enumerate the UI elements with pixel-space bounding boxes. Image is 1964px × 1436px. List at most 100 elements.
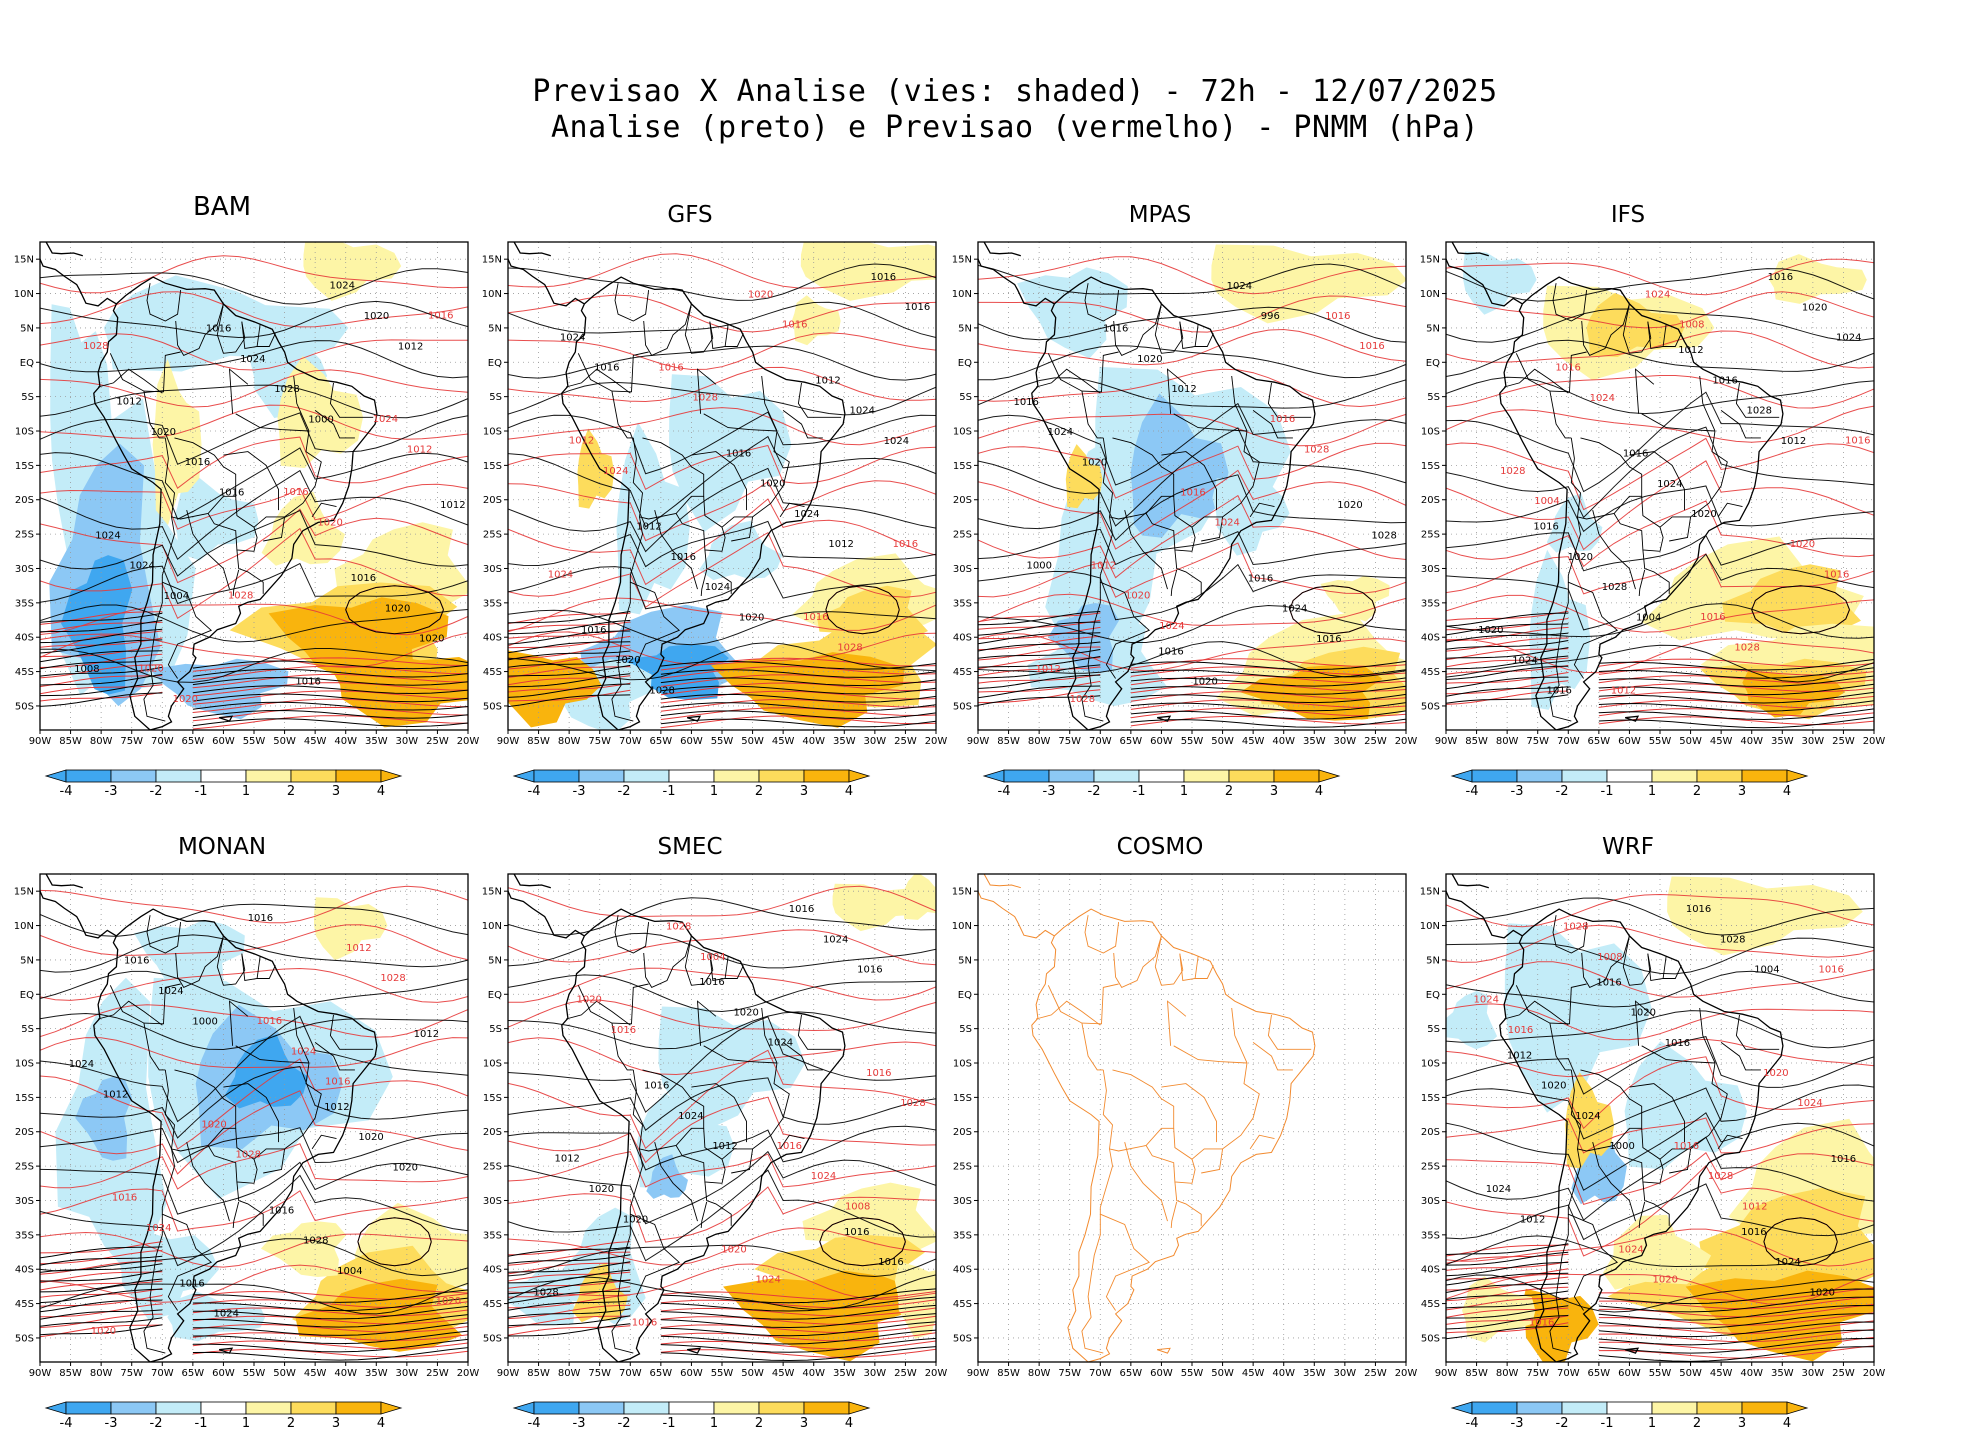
isobar-label-analysis: 1028 bbox=[533, 1287, 558, 1298]
isobar-label-forecast: 1020 bbox=[91, 1326, 116, 1337]
bias-patch-pos2 bbox=[1603, 1214, 1712, 1290]
colorbar-arrow-left bbox=[512, 1401, 535, 1415]
colorbar-label: 2 bbox=[1225, 784, 1233, 799]
lat-tick-label: 30S bbox=[953, 1196, 972, 1207]
lon-tick-label: 25W bbox=[1832, 1368, 1855, 1379]
panel-title-bam: BAM bbox=[192, 192, 252, 222]
isobar-label-analysis: 1024 bbox=[823, 934, 848, 945]
lon-tick-label: 85W bbox=[997, 1368, 1020, 1379]
isobar-label-analysis: 1024 bbox=[95, 530, 120, 541]
isobar-label-forecast: 1020 bbox=[1653, 1275, 1678, 1286]
lat-tick-label: 5N bbox=[488, 323, 502, 334]
lon-tick-label: 40W bbox=[334, 736, 357, 747]
map-monan: 1012 1016 1012 1016 1016 1020 1024 1024 1028 1024… bbox=[14, 873, 479, 1431]
isobar-label-analysis: 1016 bbox=[1741, 1227, 1766, 1238]
isobar-label-forecast: 1024 bbox=[1474, 995, 1499, 1006]
isobar-label-analysis: 1004 bbox=[164, 591, 189, 602]
colorbar-segment bbox=[110, 769, 157, 783]
lon-tick-label: 75W bbox=[588, 1368, 611, 1379]
colorbar-segment bbox=[1003, 769, 1050, 783]
isobar-label-analysis: 1028 bbox=[274, 384, 299, 395]
colorbar-arrow-left bbox=[982, 769, 1005, 783]
bias-patch-neg2 bbox=[1017, 267, 1128, 359]
lat-tick-label: 10N bbox=[1420, 921, 1440, 932]
lon-tick-label: 75W bbox=[1526, 736, 1549, 747]
isobar-label-analysis: 1016 bbox=[219, 487, 244, 498]
isobar-label-analysis: 1020 bbox=[1478, 625, 1503, 636]
colorbar-segment bbox=[1048, 769, 1095, 783]
isobar-label-forecast: 1020 bbox=[1125, 591, 1150, 602]
lat-tick-label: 40S bbox=[15, 633, 34, 644]
isobar-label-analysis: 1020 bbox=[760, 479, 785, 490]
lat-tick-label: 5N bbox=[488, 955, 502, 966]
colorbar-label: 3 bbox=[800, 784, 808, 799]
isobar-label-forecast: 1016 bbox=[1674, 1141, 1699, 1152]
isobar-label-analysis: 1024 bbox=[1512, 655, 1537, 666]
isobar-label-analysis: 1024 bbox=[705, 582, 730, 593]
isobar-label-forecast: 1024 bbox=[1159, 621, 1184, 632]
lon-tick-label: 65W bbox=[1120, 1368, 1143, 1379]
isobar-label-forecast: 1012 bbox=[407, 444, 432, 455]
isobar-label-analysis: 1020 bbox=[589, 1184, 614, 1195]
colorbar-label: 4 bbox=[377, 1416, 385, 1431]
lon-tick-label: 20W bbox=[457, 736, 480, 747]
isobar-label-forecast: 1024 bbox=[1214, 518, 1239, 529]
coastline bbox=[1031, 908, 1316, 1362]
isobar-label-forecast: 1016 bbox=[257, 1016, 282, 1027]
isobar-label-forecast: 1028 bbox=[1304, 444, 1329, 455]
isobar-label-analysis: 1024 bbox=[1575, 1111, 1600, 1122]
isobar-label-forecast: 1016 bbox=[1555, 363, 1580, 374]
isobar-label-forecast: 1012 bbox=[346, 943, 371, 954]
lon-tick-label: 80W bbox=[1496, 1368, 1519, 1379]
colorbar-label: -3 bbox=[573, 1416, 586, 1431]
lon-tick-label: 85W bbox=[1465, 1368, 1488, 1379]
panel-title-wrf: WRF bbox=[1602, 834, 1654, 860]
lat-tick-label: 25S bbox=[1421, 530, 1440, 541]
colorbar-label: -2 bbox=[1088, 784, 1101, 799]
isobar-label-analysis: 1024 bbox=[884, 436, 909, 447]
bias-patch-pos3 bbox=[577, 428, 615, 509]
colorbar-arrow-right bbox=[1786, 1401, 1809, 1415]
colorbar-label: 2 bbox=[287, 784, 295, 799]
lat-tick-label: 10S bbox=[483, 427, 502, 438]
isobar-label-forecast: 1024 bbox=[811, 1171, 836, 1182]
lat-tick-label: 15N bbox=[482, 887, 502, 898]
bias-patch-neg2 bbox=[172, 477, 259, 561]
isobar-label-analysis: 1028 bbox=[1720, 934, 1745, 945]
bias-patch-pos3 bbox=[1722, 564, 1861, 638]
lon-tick-label: 25W bbox=[894, 736, 917, 747]
colorbar-label: -2 bbox=[150, 784, 163, 799]
colorbar-label: -1 bbox=[1601, 784, 1614, 799]
colorbar-segment bbox=[1741, 769, 1788, 783]
colorbar-arrow-left bbox=[44, 769, 67, 783]
isobar-label-forecast: 1016 bbox=[1508, 1025, 1533, 1036]
lat-tick-label: 15N bbox=[1420, 255, 1440, 266]
lat-tick-label: 15S bbox=[483, 461, 502, 472]
map-panel-mpas: MPAS 1016 1016 1016 1016 1020 1020 1024 1024 1020… bbox=[940, 200, 1418, 799]
colorbar-label: -3 bbox=[105, 784, 118, 799]
lon-tick-label: 45W bbox=[772, 736, 795, 747]
isobar-label-analysis: 1016 bbox=[295, 677, 320, 688]
lat-tick-label: 50S bbox=[953, 1333, 972, 1344]
isobar-label-analysis: 1016 bbox=[124, 956, 149, 967]
panel-title-gfs: GFS bbox=[667, 202, 713, 228]
lat-tick-label: 5N bbox=[1426, 955, 1440, 966]
isobar-label-forecast: 1012 bbox=[569, 436, 594, 447]
lat-tick-label: EQ bbox=[958, 990, 972, 1001]
lon-tick-label: 60W bbox=[680, 736, 703, 747]
lat-tick-label: 10N bbox=[1420, 289, 1440, 300]
lon-tick-label: 80W bbox=[90, 736, 113, 747]
colorbar-arrow-right bbox=[380, 1401, 403, 1415]
bias-patch-neg2 bbox=[1463, 251, 1537, 315]
lat-tick-label: 25S bbox=[953, 1162, 972, 1173]
isobar-label-analysis: 1000 bbox=[1609, 1141, 1634, 1152]
colorbar-segment bbox=[245, 1401, 292, 1415]
lon-tick-label: 90W bbox=[497, 1368, 520, 1379]
lon-tick-label: 30W bbox=[396, 736, 419, 747]
lon-tick-label: 40W bbox=[1740, 736, 1763, 747]
isobar-label-analysis: 1020 bbox=[392, 1163, 417, 1174]
colorbar-segment bbox=[803, 1401, 850, 1415]
isobar-label-analysis: 1020 bbox=[1631, 1008, 1656, 1019]
map-wrf: 1012 1016 1016 1016 1016 1020 1024 1020 1024 1028… bbox=[1420, 873, 1885, 1431]
isobar-label-analysis: 1024 bbox=[69, 1059, 94, 1070]
